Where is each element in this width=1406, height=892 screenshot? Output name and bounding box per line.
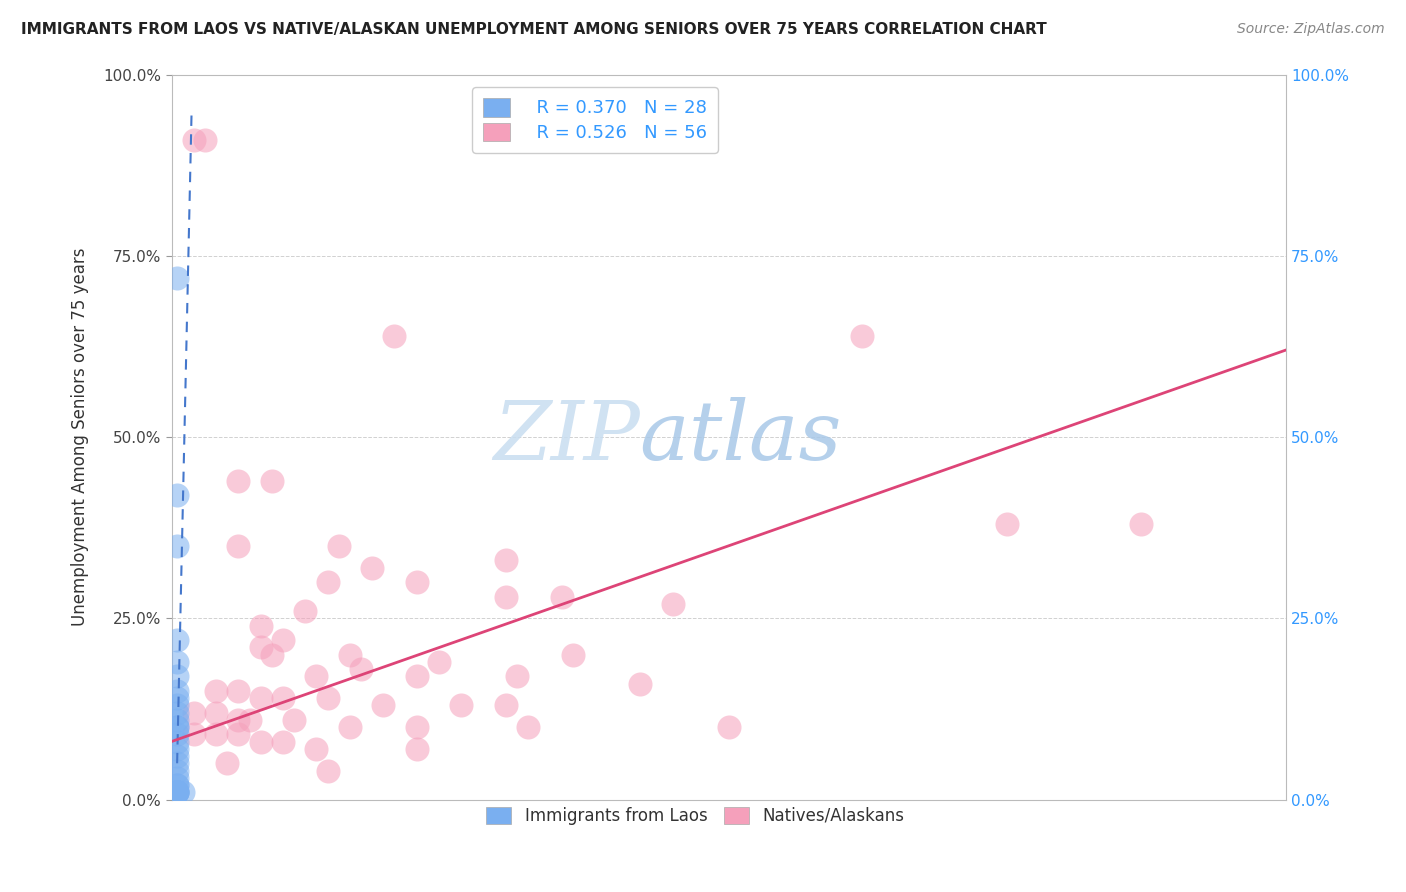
Point [495, 553, 517, 567]
Point [166, 756, 188, 771]
Point [305, 669, 328, 683]
Point [260, 648, 283, 662]
Point [166, 749, 188, 764]
Point [183, 706, 205, 720]
Point [166, 785, 188, 799]
Point [228, 474, 250, 488]
Point [361, 560, 384, 574]
Text: atlas: atlas [640, 397, 842, 477]
Point [183, 727, 205, 741]
Point [205, 683, 228, 698]
Point [249, 691, 271, 706]
Point [205, 727, 228, 741]
Point [183, 133, 205, 147]
Point [405, 741, 427, 756]
Point [405, 720, 427, 734]
Point [166, 633, 188, 648]
Point [228, 683, 250, 698]
Point [628, 676, 651, 690]
Point [166, 488, 188, 502]
Point [166, 713, 188, 727]
Point [339, 648, 361, 662]
Point [166, 785, 188, 799]
Point [166, 727, 188, 741]
Point [166, 706, 188, 720]
Point [238, 713, 260, 727]
Text: IMMIGRANTS FROM LAOS VS NATIVE/ALASKAN UNEMPLOYMENT AMONG SENIORS OVER 75 YEARS : IMMIGRANTS FROM LAOS VS NATIVE/ALASKAN U… [21, 22, 1047, 37]
Point [339, 720, 361, 734]
Point [328, 539, 350, 553]
Point [166, 720, 188, 734]
Point [166, 720, 188, 734]
Point [166, 785, 188, 799]
Point [166, 741, 188, 756]
Legend: Immigrants from Laos, Natives/Alaskans: Immigrants from Laos, Natives/Alaskans [477, 797, 914, 835]
Point [166, 785, 188, 799]
Point [205, 706, 228, 720]
Text: Source: ZipAtlas.com: Source: ZipAtlas.com [1237, 22, 1385, 37]
Point [166, 655, 188, 669]
Point [166, 778, 188, 792]
Point [495, 590, 517, 604]
Point [249, 640, 271, 655]
Point [1130, 516, 1153, 531]
Point [517, 720, 540, 734]
Point [495, 698, 517, 713]
Point [305, 741, 328, 756]
Point [271, 691, 294, 706]
Point [166, 683, 188, 698]
Point [166, 539, 188, 553]
Point [228, 713, 250, 727]
Point [166, 764, 188, 778]
Point [166, 734, 188, 748]
Point [427, 655, 450, 669]
Point [166, 698, 188, 713]
Point [260, 474, 283, 488]
Text: ZIP: ZIP [492, 397, 640, 477]
Point [294, 604, 316, 618]
Y-axis label: Unemployment Among Seniors over 75 years: Unemployment Among Seniors over 75 years [72, 248, 89, 626]
Point [405, 574, 427, 589]
Point [271, 734, 294, 748]
Point [166, 270, 188, 285]
Point [271, 633, 294, 648]
Point [373, 698, 395, 713]
Point [662, 597, 685, 611]
Point [249, 618, 271, 632]
Point [506, 669, 529, 683]
Point [228, 539, 250, 553]
Point [217, 756, 239, 771]
Point [166, 691, 188, 706]
Point [166, 669, 188, 683]
Point [384, 328, 406, 343]
Point [450, 698, 472, 713]
Point [228, 727, 250, 741]
Point [316, 691, 339, 706]
Point [405, 669, 427, 683]
Point [166, 785, 188, 799]
Point [550, 590, 572, 604]
Point [995, 516, 1018, 531]
Point [166, 771, 188, 785]
Point [316, 764, 339, 778]
Point [717, 720, 740, 734]
Point [851, 328, 873, 343]
Point [172, 785, 194, 799]
Point [166, 778, 188, 792]
Point [350, 662, 373, 676]
Point [283, 713, 305, 727]
Point [561, 648, 583, 662]
Point [194, 133, 217, 147]
Point [316, 574, 339, 589]
Point [249, 734, 271, 748]
